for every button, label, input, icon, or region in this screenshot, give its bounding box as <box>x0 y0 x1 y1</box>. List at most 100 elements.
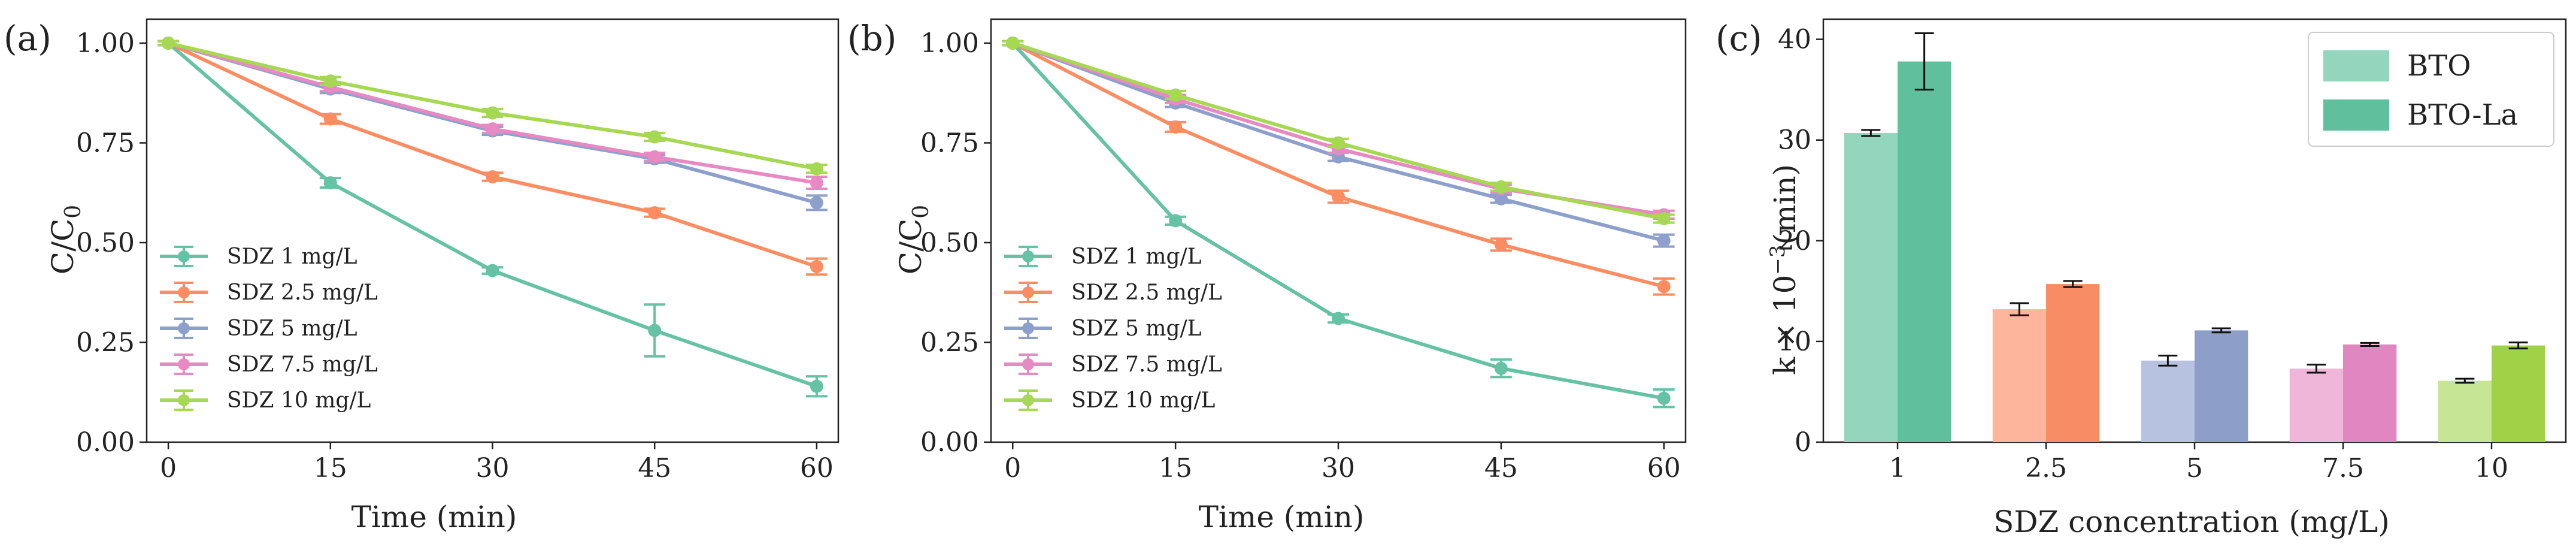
panel-b-x-axis-label: Time (min) <box>1199 500 1365 534</box>
panel-a-data-point <box>648 130 662 144</box>
panel-b-data-point <box>1332 136 1345 150</box>
panel-b-series-line <box>1011 41 1665 400</box>
panel-c-x-tick-label: 10 <box>2475 453 2508 483</box>
panel-a-line-chart: (a) 0 15 30 45 60 0.00 0.25 0.50 0.75 1.00 SDZ 1 m… <box>4 18 840 534</box>
panel-c-bar <box>2438 380 2492 442</box>
panel-b-data-point <box>1494 238 1508 252</box>
panel-a-data-point <box>810 196 823 210</box>
panel-a-data-point <box>810 259 823 273</box>
panel-c-bar-chart: (c) 0 10 20 30 40 1 2.5 5 7.5 10 BTO BTO-La SDZ con… <box>1716 18 2567 539</box>
panel-a-data-point <box>323 112 337 126</box>
panel-c-bar <box>2492 345 2545 442</box>
panel-b-legend-label: SDZ 1 mg/L <box>1071 244 1202 269</box>
panel-b-y-tick-label: 0.00 <box>920 427 979 458</box>
panel-a-x-tick-label: 0 <box>160 453 177 483</box>
panel-b-x-tick-label: 60 <box>1647 453 1681 483</box>
panel-c-bar <box>1844 132 1898 442</box>
panel-a-legend-marker <box>178 394 190 406</box>
panel-b-legend-label: SDZ 2.5 mg/L <box>1071 280 1222 305</box>
panel-b-plot-frame <box>990 18 1687 443</box>
panel-b-x-tick-label: 0 <box>1004 453 1021 483</box>
panel-a-legend-label: SDZ 1 mg/L <box>227 244 357 269</box>
panel-c-y-tick-label: 10 <box>1778 327 1811 357</box>
panel-a-y-tick-label: 0.00 <box>76 427 135 458</box>
panel-c-x-axis-label: SDZ concentration (mg/L) <box>1993 504 2390 539</box>
panel-c-y-tick-label: 30 <box>1778 125 1811 156</box>
panel-b-legend-label: SDZ 5 mg/L <box>1071 316 1202 341</box>
panel-b-x-tick-label: 30 <box>1322 453 1355 483</box>
panel-b-legend-marker <box>1022 394 1034 406</box>
panel-a-label: (a) <box>4 18 51 59</box>
panel-b-y-tick-label: 1.00 <box>920 28 979 59</box>
panel-c-label: (c) <box>1716 18 1762 59</box>
panel-a-x-tick-label: 15 <box>314 453 347 483</box>
panel-a-data-point <box>648 324 662 337</box>
panel-b-series-line <box>1012 41 1665 217</box>
panel-a-data-point <box>323 176 337 190</box>
panel-a-data-point <box>162 36 175 50</box>
panel-c-x-tick-label: 7.5 <box>2322 453 2364 483</box>
panel-b-data-point <box>1657 234 1671 247</box>
panel-a-legend-marker <box>178 322 190 334</box>
panel-c-x-tick-label: 5 <box>2186 453 2203 483</box>
panel-a-y-axis-label: C/C0 <box>46 205 86 274</box>
panel-b-label: (b) <box>847 18 896 59</box>
panel-b-data-point <box>1657 212 1671 226</box>
panel-c-legend-swatch <box>2323 99 2389 131</box>
panel-a-y-tick-label: 0.50 <box>76 228 135 258</box>
panel-b-line-chart: (b) 0 15 30 45 60 0.00 0.25 0.50 0.75 1.00 SDZ 1 m… <box>847 18 1687 534</box>
panel-a-data-point <box>648 206 662 220</box>
panel-a-y-tick-label: 0.75 <box>76 128 135 158</box>
panel-a-data-point <box>648 150 662 164</box>
panel-a-data-point <box>810 176 823 190</box>
panel-c-bar <box>2343 344 2397 442</box>
panel-a-data-point <box>810 379 823 393</box>
panel-b-data-point <box>1657 280 1671 294</box>
panel-a-series-line <box>168 41 817 171</box>
panel-c-legend-label: BTO-La <box>2407 98 2518 132</box>
panel-a-legend-label: SDZ 2.5 mg/L <box>227 280 378 305</box>
panel-a-data-point <box>323 74 337 88</box>
panel-b-data-point <box>1332 312 1345 325</box>
panel-b-y-tick-label: 0.75 <box>920 128 979 158</box>
panel-b-legend-label: SDZ 10 mg/L <box>1071 388 1216 413</box>
panel-c-bar <box>2289 368 2343 442</box>
panel-b-data-point <box>1332 190 1345 204</box>
panel-b-legend-label: SDZ 7.5 mg/L <box>1071 352 1222 377</box>
panel-a-legend-label: SDZ 10 mg/L <box>227 388 371 413</box>
panel-c-bar <box>1898 61 1951 443</box>
panel-a-x-tick-label: 45 <box>638 453 671 483</box>
panel-b-data-point <box>1494 180 1508 194</box>
panel-b-x-tick-label: 45 <box>1484 453 1518 483</box>
panel-c-legend-label: BTO <box>2407 49 2471 83</box>
panel-a-data-point <box>486 106 499 120</box>
panel-b-data-point <box>1169 214 1183 228</box>
panel-c-x-tick-label: 2.5 <box>2025 453 2067 483</box>
panel-c-bar <box>2046 284 2100 442</box>
panel-c-x-tick-label: 1 <box>1889 453 1906 483</box>
panel-a-legend-label: SDZ 7.5 mg/L <box>227 352 378 377</box>
panel-c-legend-swatch <box>2323 50 2389 81</box>
panel-c-bar <box>2141 360 2195 442</box>
panel-b-legend-marker <box>1022 322 1034 334</box>
panel-a-x-tick-label: 60 <box>800 453 834 483</box>
panel-a-y-tick-label: 0.25 <box>76 327 135 358</box>
panel-b-y-axis-label: C/C0 <box>893 205 934 274</box>
panel-c-y-tick-label: 40 <box>1778 25 1811 55</box>
panel-b-legend-marker <box>1022 250 1034 262</box>
panel-b-data-point <box>1169 120 1183 134</box>
panel-c-y-tick-label: 20 <box>1778 226 1811 256</box>
panel-b-data-point <box>1006 36 1020 50</box>
panel-a-data-point <box>486 170 499 184</box>
panel-c-bar <box>2195 330 2248 442</box>
panel-b-legend-marker <box>1022 286 1034 298</box>
panel-a-legend-marker <box>178 250 190 262</box>
panel-a-x-tick-label: 30 <box>476 453 510 483</box>
panel-b-data-point <box>1494 361 1508 375</box>
panel-b-legend-marker <box>1022 358 1034 370</box>
panel-b-data-point <box>1169 88 1183 102</box>
panel-a-legend-marker <box>178 286 190 298</box>
panel-a-data-point <box>810 162 823 176</box>
panel-b-data-point <box>1494 192 1508 206</box>
